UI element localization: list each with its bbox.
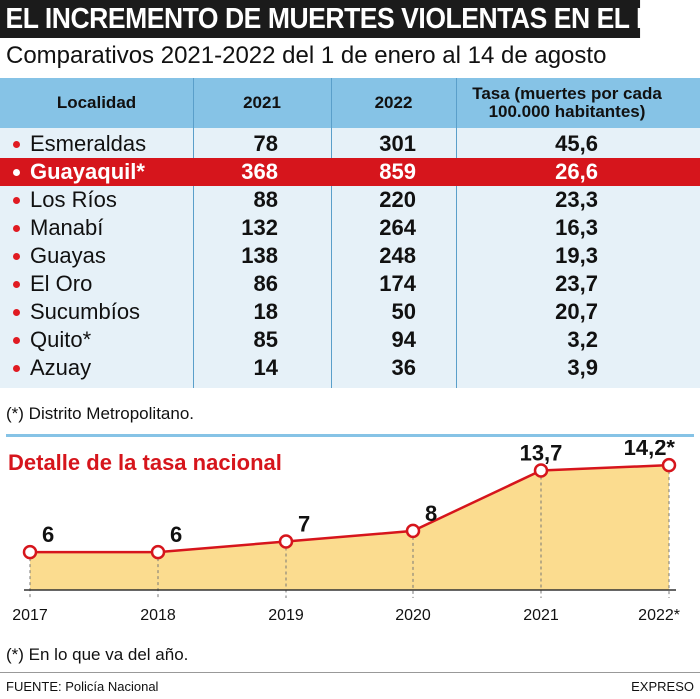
cell-2021: 132 [241,215,278,240]
cell-2022: 220 [379,187,416,212]
table-row: Esmeraldas 78 301 45,6 [0,130,700,158]
footer-divider [0,672,700,673]
source-credit: FUENTE: Policía Nacional [6,679,159,694]
cell-localidad: El Oro [30,271,93,296]
cell-2022: 174 [379,271,416,296]
row-bullet [13,169,20,176]
cell-2022: 264 [379,215,416,240]
cell-tasa: 3,9 [567,355,598,380]
cell-localidad: Esmeraldas [30,131,147,156]
data-label: 13,7 [520,440,563,465]
row-bullet [13,225,20,232]
national-rate-chart: 6 6 7 8 13,7 14,2* 2017 2018 2019 2020 2021 2022* [12,440,680,624]
x-tick-label: 2022* [638,607,680,624]
data-label: 6 [170,522,182,547]
cell-2022: 94 [391,327,416,352]
data-label: 14,2* [624,440,676,460]
cell-localidad: Los Ríos [30,187,117,212]
cell-localidad: Guayas [30,243,106,268]
cell-tasa: 26,6 [555,159,598,184]
cell-tasa: 20,7 [555,299,598,324]
table-row: Quito* 85 94 3,2 [0,326,700,354]
chart-footnote: (*) En lo que va del año. [6,645,189,664]
data-label: 6 [42,522,54,547]
cell-localidad: Sucumbíos [30,299,141,324]
x-tick-label: 2021 [523,607,559,624]
table-row: Los Ríos 88 220 23,3 [0,186,700,214]
table-header: Localidad 2021 2022 Tasa (muertes por ca… [0,78,700,128]
cell-2021: 78 [253,131,278,156]
cell-tasa: 19,3 [555,243,598,268]
x-tick-label: 2017 [12,607,48,624]
cell-localidad: Manabí [30,215,104,240]
cell-localidad: Quito* [30,327,92,352]
cell-tasa: 16,3 [555,215,598,240]
data-point [661,457,677,473]
cell-tasa: 23,7 [555,271,598,296]
cell-2022: 50 [391,299,416,324]
table-footnote: (*) Distrito Metropolitano. [6,404,195,423]
column-divider [193,78,194,388]
column-header-localidad: Localidad [56,93,137,112]
column-header-tasa: Tasa (muertes por cada 100.000 habitante… [472,84,662,121]
cell-2022: 36 [391,355,416,380]
table-row: El Oro 86 174 23,7 [0,270,700,298]
cell-2022: 859 [379,159,416,184]
row-bullet [13,337,20,344]
data-point [150,544,166,560]
cell-2021: 138 [241,243,278,268]
page-title: EL INCREMENTO DE MUERTES VIOLENTAS EN EL… [0,0,695,38]
column-divider [331,78,332,388]
row-bullet [13,281,20,288]
section-divider [6,434,694,437]
cell-2021: 85 [253,327,278,352]
row-bullet [13,253,20,260]
row-bullet [13,197,20,204]
data-table: Localidad 2021 2022 Tasa (muertes por ca… [0,78,700,388]
data-point [278,534,294,549]
cell-2021: 18 [253,299,278,324]
column-header-2021: 2021 [243,93,281,112]
column-header-2022: 2022 [374,93,413,112]
area-fill [30,465,669,590]
cell-tasa: 23,3 [555,187,598,212]
row-bullet [13,309,20,316]
page-subtitle: Comparativos 2021-2022 del 1 de enero al… [6,42,607,69]
cell-localidad: Azuay [30,355,92,380]
x-tick-label: 2018 [140,607,176,624]
table-row: Sucumbíos 18 50 20,7 [0,298,700,326]
series-line [30,463,670,554]
x-tick-label: 2020 [395,607,431,624]
cell-2021: 14 [253,355,278,380]
cell-tasa: 45,6 [555,131,598,156]
data-point [533,463,549,478]
cell-localidad: Guayaquil* [30,159,145,184]
cell-2022: 301 [379,131,416,156]
cell-2021: 88 [253,187,278,212]
row-bullet [13,141,20,148]
publisher-brand: EXPRESO [631,679,694,694]
table-row: Guayas 138 248 19,3 [0,242,700,270]
data-point [22,544,38,560]
cell-2021: 368 [241,159,278,184]
table-row: Azuay 14 36 3,9 [0,354,700,382]
cell-2022: 248 [379,243,416,268]
table-row: Guayaquil* 368 859 26,6 [0,158,700,186]
x-tick-label: 2019 [268,607,304,624]
chart-title: Detalle de la tasa nacional [8,450,282,475]
table-row: Manabí 132 264 16,3 [0,214,700,242]
cell-tasa: 3,2 [567,327,598,352]
row-bullet [13,365,20,372]
data-point [405,523,421,539]
cell-2021: 86 [253,271,278,296]
data-label: 8 [425,501,437,526]
column-divider [456,78,457,388]
data-label: 7 [298,512,310,537]
